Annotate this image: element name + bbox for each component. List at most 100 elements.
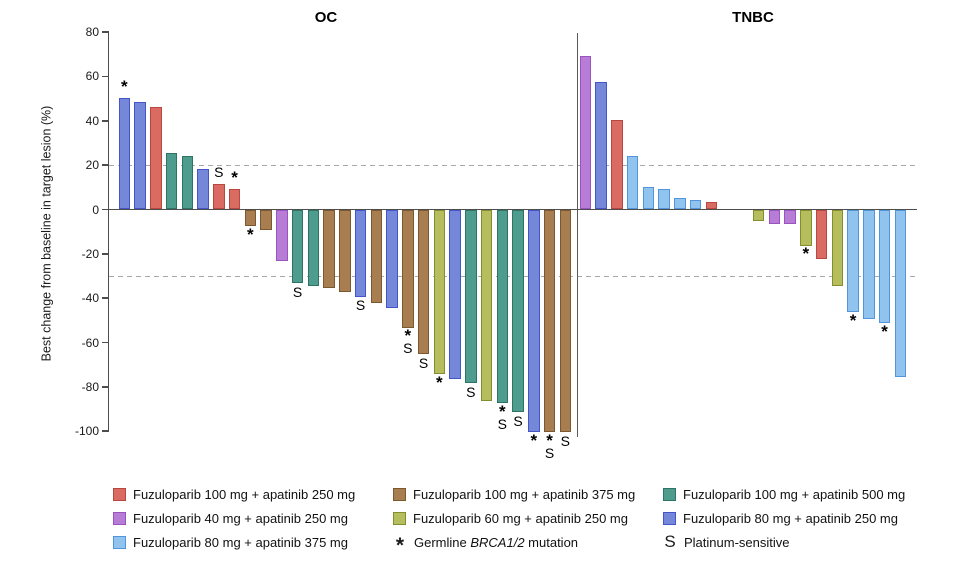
legend-swatch-brown: [393, 487, 406, 501]
platinum-sensitive-s: S: [403, 340, 413, 357]
legend-swatch-teal: [663, 487, 676, 501]
patient-bar: [559, 210, 571, 432]
brca-mutation-asterisk: *: [849, 310, 857, 330]
dashed-reference-line: [109, 165, 917, 167]
legend-item: Fuzuloparib 60 mg + apatinib 250 mg: [393, 510, 628, 526]
legend-label: Germline BRCA1/2 mutation: [414, 534, 579, 550]
legend-swatch-olive: [393, 511, 406, 525]
patient-bar: [150, 106, 162, 209]
patient-bar: [449, 210, 461, 379]
legend-swatch-red: [113, 487, 126, 501]
patient-bar: [768, 210, 780, 224]
platinum-sensitive-s: S: [466, 383, 476, 400]
platinum-sensitive-s: S: [355, 297, 366, 314]
panel-title-oc: OC: [314, 9, 338, 26]
y-tick-mark: [102, 75, 109, 78]
patient-bar: [658, 188, 670, 209]
bar-annotations: *: [226, 169, 244, 186]
brca-mutation-asterisk: *: [120, 76, 128, 96]
bar-annotations: *: [241, 224, 259, 244]
platinum-sensitive-s: S: [513, 412, 523, 429]
patient-bar: [386, 210, 398, 308]
y-tick-mark: [102, 430, 109, 432]
bar-annotations: S: [210, 164, 228, 181]
y-axis-title: Best change from baseline in target lesi…: [39, 105, 54, 362]
patient-bar: [134, 102, 146, 209]
s-symbol: S: [664, 532, 676, 551]
platinum-sensitive-s: S: [214, 164, 224, 181]
y-tick-label: 80: [85, 25, 99, 40]
platinum-sensitive-s: S: [560, 432, 570, 449]
y-tick-mark: [102, 31, 109, 33]
legend-item: Fuzuloparib 80 mg + apatinib 375 mg: [113, 534, 348, 550]
legend-swatch-orchid: [113, 511, 126, 525]
patient-bar: [354, 210, 367, 297]
bar-annotations: *: [525, 430, 543, 450]
bar-annotations: *: [115, 76, 133, 96]
legend-label: Fuzuloparib 100 mg + apatinib 500 mg: [683, 486, 906, 502]
patient-bar: [689, 199, 702, 209]
platinum-sensitive-s: S: [544, 444, 555, 461]
patient-bar: [323, 210, 335, 288]
patient-bar: [213, 184, 225, 209]
bar-annotations: S: [462, 383, 480, 400]
y-tick-label: 40: [85, 113, 99, 128]
patient-bar: [465, 210, 477, 384]
y-tick-label: -20: [81, 246, 99, 261]
legend-label: Fuzuloparib 80 mg + apatinib 250 mg: [683, 510, 898, 526]
y-tick-label: -60: [81, 335, 99, 350]
legend: Fuzuloparib 100 mg + apatinib 250 mg Fuzu…: [0, 486, 976, 572]
patient-bar: [611, 120, 623, 209]
patient-bar: [118, 97, 130, 209]
patient-bar: [496, 210, 508, 404]
brca-mutation-asterisk: *: [404, 326, 412, 346]
patient-bar: [595, 82, 607, 209]
bar-annotations: *: [876, 322, 894, 342]
legend-item: Fuzuloparib 40 mg + apatinib 250 mg: [113, 510, 348, 526]
patient-bar: [197, 168, 209, 209]
legend-label: Fuzuloparib 40 mg + apatinib 250 mg: [133, 510, 348, 526]
patient-bar: [181, 155, 193, 209]
legend-label: Fuzuloparib 80 mg + apatinib 375 mg: [133, 534, 348, 550]
bar-annotations: *: [844, 310, 862, 330]
y-tick-mark: [102, 164, 109, 166]
patient-bar: [784, 210, 796, 224]
brca-mutation-asterisk: *: [530, 430, 538, 450]
legend-item: Fuzuloparib 100 mg + apatinib 375 mg: [393, 486, 635, 502]
bar-annotations: * S: [493, 401, 511, 431]
y-tick-label: 20: [85, 158, 99, 173]
asterisk-symbol: *: [395, 534, 405, 557]
bar-annotations: S: [556, 432, 574, 449]
y-tick-label: -80: [81, 379, 99, 394]
y-axis-line: [107, 32, 109, 432]
legend-item: Fuzuloparib 80 mg + apatinib 250 mg: [663, 510, 898, 526]
legend-item: Fuzuloparib 100 mg + apatinib 250 mg: [113, 486, 355, 502]
patient-bar: [894, 210, 906, 377]
brca-mutation-asterisk: *: [246, 224, 254, 244]
brca-mutation-asterisk: *: [498, 401, 506, 421]
legend-item: Fuzuloparib 100 mg + apatinib 500 mg: [663, 486, 905, 502]
patient-bar: [402, 210, 414, 328]
patient-bar: [815, 210, 828, 260]
brca-mutation-asterisk: *: [881, 322, 888, 342]
brca-mutation-asterisk: *: [546, 430, 553, 450]
patient-bar: [417, 210, 430, 355]
patient-bar: [626, 155, 639, 209]
patient-bar: [705, 202, 717, 209]
patient-bar: [370, 210, 382, 304]
y-tick-mark: [102, 297, 109, 299]
legend-item: S Platinum-sensitive: [663, 532, 790, 551]
patient-bar: [276, 210, 288, 262]
patient-bar: [528, 210, 540, 432]
patient-bar: [307, 210, 319, 286]
y-tick-mark: [102, 253, 109, 255]
patient-bar: [863, 210, 875, 319]
legend-item: * Germline BRCA1/2 mutation: [393, 534, 579, 557]
patient-bar: [228, 188, 241, 209]
patient-bar: [847, 210, 859, 313]
bar-annotations: S: [289, 285, 307, 299]
patient-bar: [480, 210, 493, 401]
legend-label: Platinum-sensitive: [684, 534, 790, 550]
patient-bar: [674, 197, 686, 209]
patient-bar: [291, 210, 304, 284]
